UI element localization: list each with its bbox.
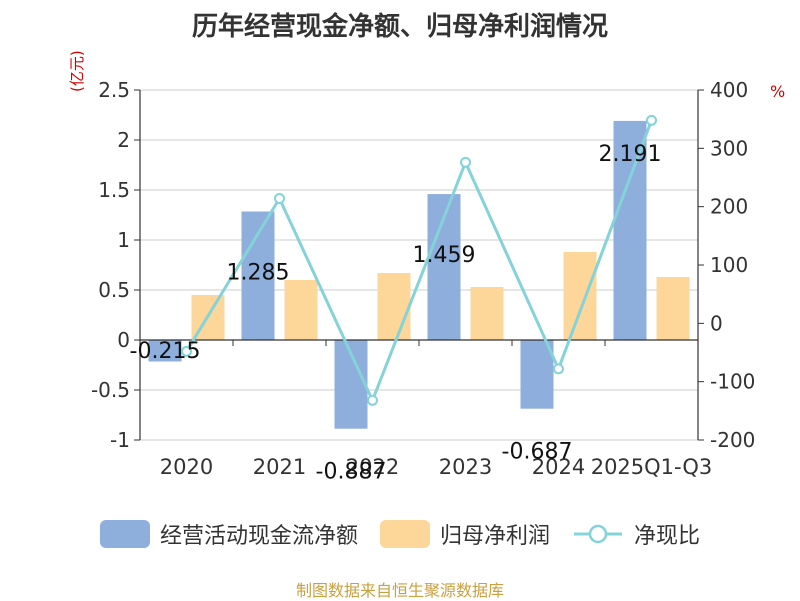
x-tick-label: 2020 (160, 455, 213, 479)
data-source: 制图数据来自恒生聚源数据库 (295, 581, 504, 600)
data-label-cashflow: -0.687 (502, 440, 573, 465)
data-label-cashflow: -0.215 (130, 339, 201, 364)
legend-label-cashflow: 经营活动现金流净额 (159, 524, 358, 549)
y-left-tick-label: 1 (117, 228, 130, 252)
y-right-tick-label: 300 (710, 136, 748, 160)
bar-netprofit (377, 273, 411, 340)
chart-title: 历年经营现金净额、归母净利润情况 (191, 12, 608, 42)
bar-netprofit (563, 252, 597, 340)
legend-label-netprofit: 归母净利润 (439, 524, 550, 549)
legend-item-cashflow[interactable]: 经营活动现金流净额 (99, 518, 358, 550)
x-tick-label: 2025Q1-Q3 (591, 455, 713, 479)
x-tick-label: 2021 (253, 455, 306, 479)
y-left-tick-label: 0 (117, 328, 130, 352)
y-right-tick-label: 0 (710, 311, 723, 335)
y-right-tick-label: 200 (710, 195, 748, 219)
data-label-cashflow: 1.459 (413, 243, 476, 268)
right-axis-unit: % (770, 82, 786, 101)
y-right-tick-label: 100 (710, 253, 748, 277)
legend-label-ratio: 净现比 (634, 524, 701, 549)
y-left-tick-label: 2.5 (98, 78, 130, 102)
data-label-cashflow: -0.887 (316, 460, 387, 485)
bar-cashflow (613, 120, 647, 341)
legend: 经营活动现金流净额 归母净利润 净现比 (0, 514, 800, 554)
bar-cashflow (520, 340, 554, 409)
legend-swatch-cashflow (99, 520, 150, 548)
ratio-point (646, 114, 657, 126)
y-left-tick-label: 2 (117, 128, 130, 152)
x-tick-label: 2023 (439, 455, 492, 479)
legend-swatch-ratio (574, 524, 622, 544)
y-right-tick-label: -100 (710, 370, 755, 394)
y-left-tick-label: 0.5 (98, 278, 130, 302)
bar-netprofit (470, 287, 504, 340)
data-label-cashflow: 1.285 (227, 261, 290, 286)
y-left-tick-label: -1 (110, 428, 130, 452)
ratio-point (181, 345, 192, 357)
data-label-cashflow: 2.191 (599, 142, 662, 167)
y-left-tick-label: -0.5 (91, 378, 130, 402)
y-right-tick-label: -200 (710, 428, 755, 452)
ratio-point (460, 156, 471, 168)
bar-cashflow (148, 340, 182, 362)
ratio-point (274, 193, 285, 204)
bar-netprofit (284, 280, 318, 340)
ratio-point (367, 394, 378, 406)
y-right-tick-label: 400 (710, 78, 748, 102)
y-left-tick-label: 1.5 (98, 178, 130, 202)
legend-item-ratio[interactable]: 净现比 (572, 518, 700, 550)
legend-item-netprofit[interactable]: 归母净利润 (379, 518, 550, 550)
line-ratio (185, 119, 653, 405)
x-tick-label: 2024 (532, 455, 585, 479)
legend-swatch-netprofit (379, 520, 430, 548)
ratio-point (553, 363, 564, 375)
bar-netprofit (656, 277, 690, 340)
x-tick-label: 2022 (346, 455, 399, 479)
